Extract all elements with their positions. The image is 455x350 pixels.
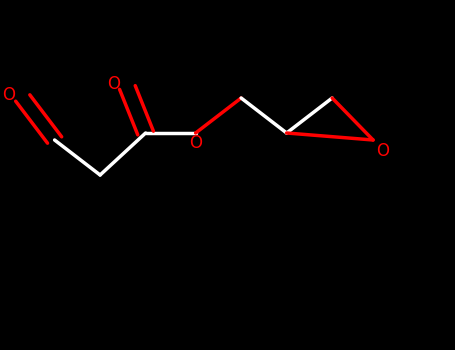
Text: O: O [376, 141, 389, 160]
Text: O: O [3, 85, 15, 104]
Text: O: O [107, 75, 120, 93]
Text: O: O [189, 134, 202, 153]
